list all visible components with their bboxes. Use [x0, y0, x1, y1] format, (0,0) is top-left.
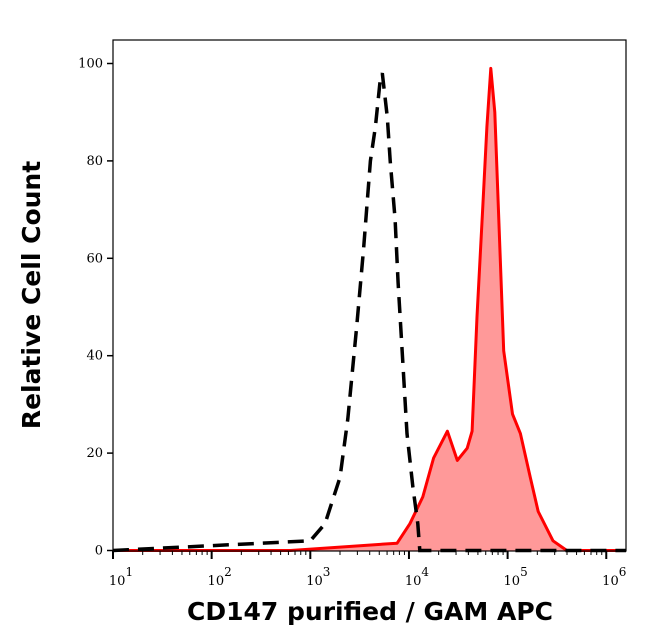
- y-tick-label: 20: [86, 446, 103, 461]
- x-axis-label: CD147 purified / GAM APC: [187, 597, 553, 626]
- y-tick-label: 0: [95, 544, 103, 559]
- y-tick-label: 100: [78, 57, 103, 72]
- x-tick-label: 102: [208, 565, 232, 589]
- series-line-control: [112, 72, 626, 553]
- series-line-stained: [113, 66, 626, 552]
- y-axis-label: Relative Cell Count: [17, 161, 46, 429]
- y-tick-label: 80: [86, 154, 103, 169]
- series-fill-area: [113, 68, 626, 551]
- x-tick-label: 105: [504, 565, 528, 589]
- x-tick-label: 103: [306, 565, 330, 589]
- y-tick-label: 40: [86, 349, 103, 364]
- x-tick-label: 106: [602, 565, 626, 589]
- x-tick-label: 104: [405, 565, 430, 589]
- x-tick-label: 101: [109, 565, 133, 589]
- y-tick-label: 60: [86, 251, 103, 266]
- plot-frame: [112, 39, 627, 552]
